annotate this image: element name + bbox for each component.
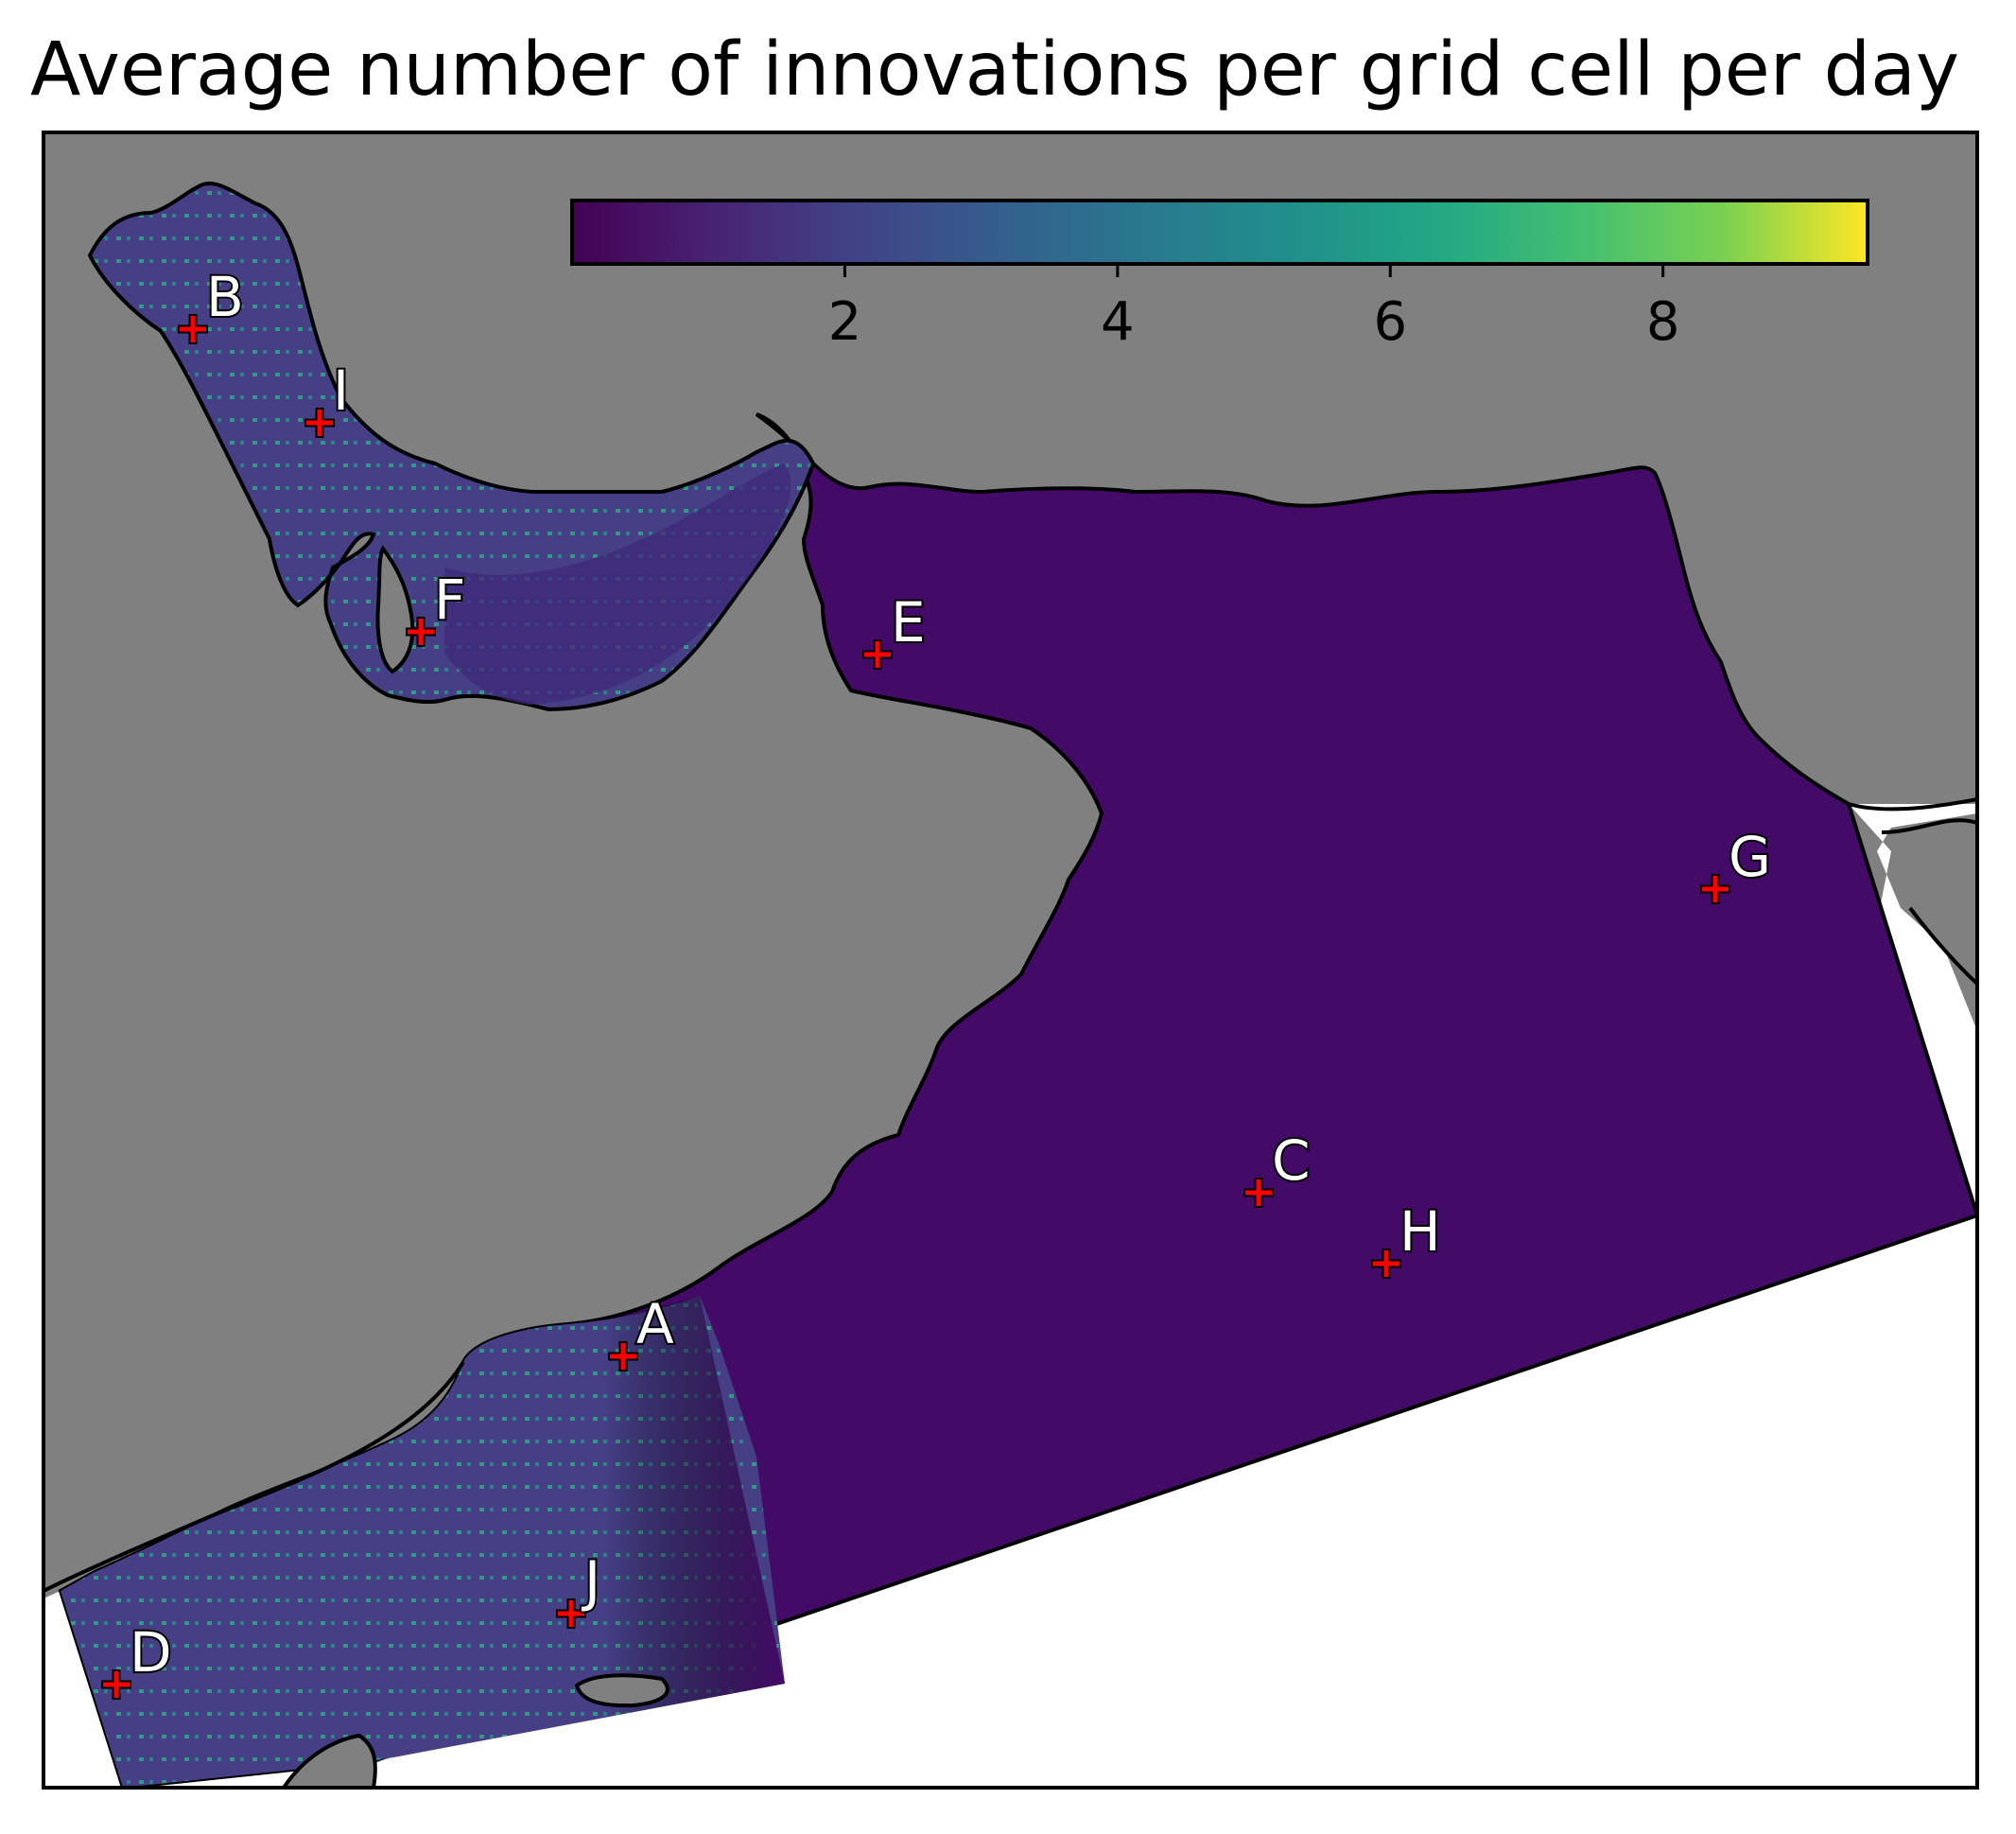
map-title: Average number of innovations per grid c… — [30, 27, 1959, 113]
colorbar-tick-label: 6 — [1373, 291, 1407, 353]
site-marker-cross — [306, 410, 333, 436]
site-marker-cross — [558, 1600, 584, 1627]
site-markers: A B C D E F G H I J — [101, 263, 1773, 1700]
site-marker-cross — [103, 1671, 130, 1698]
site-marker-i: I — [304, 357, 351, 438]
site-marker-e: E — [862, 588, 928, 670]
map-area — [43, 132, 1977, 1788]
outside-domain-south — [57, 1215, 1977, 1788]
site-label-h: H — [1399, 1199, 1441, 1264]
site-marker-h: H — [1371, 1197, 1443, 1279]
southwest-grid-fade — [61, 1296, 785, 1788]
site-marker-cross — [1373, 1250, 1399, 1277]
site-label-f: F — [434, 568, 465, 632]
colorbar-tick-label: 4 — [1101, 291, 1135, 353]
gulf-east-blend — [444, 463, 791, 705]
site-marker-cross — [1245, 1179, 1272, 1206]
site-label-b: B — [206, 265, 244, 329]
site-marker-cross — [864, 641, 891, 668]
site-marker-a: A — [608, 1290, 676, 1371]
indian-coastline — [1848, 797, 1977, 812]
site-label-c: C — [1272, 1128, 1311, 1193]
site-marker-cross — [180, 316, 206, 342]
site-label-g: G — [1729, 825, 1771, 889]
site-label-a: A — [636, 1292, 674, 1356]
horn-landmass — [281, 1733, 377, 1788]
east-coast-inlet — [1881, 818, 1977, 986]
site-marker-cross — [408, 619, 434, 645]
arabian-coastline — [43, 1360, 465, 1593]
site-label-d: D — [130, 1620, 172, 1685]
site-marker-j: J — [556, 1547, 602, 1629]
colorbar-tick-label: 2 — [828, 291, 862, 353]
site-label-e: E — [891, 590, 926, 655]
colorbar-tick-label: 8 — [1646, 291, 1680, 353]
site-marker-g: G — [1700, 823, 1773, 904]
site-marker-b: B — [178, 263, 246, 344]
site-marker-cross — [610, 1343, 636, 1370]
outside-domain-west — [43, 1591, 125, 1788]
map-frame — [42, 131, 1979, 1790]
site-label-i: I — [333, 358, 349, 423]
socotra-island — [574, 1673, 669, 1708]
site-marker-f: F — [406, 566, 467, 647]
colorbar-gradient — [570, 199, 1869, 266]
site-marker-c: C — [1243, 1127, 1312, 1208]
site-label-j: J — [582, 1549, 600, 1614]
colorbar: 2 4 6 8 — [570, 199, 1869, 353]
site-marker-cross — [1702, 876, 1729, 902]
site-marker-d: D — [101, 1618, 174, 1700]
qatar-peninsula — [375, 545, 415, 674]
colorbar-ticks: 2 4 6 8 — [828, 264, 1680, 353]
